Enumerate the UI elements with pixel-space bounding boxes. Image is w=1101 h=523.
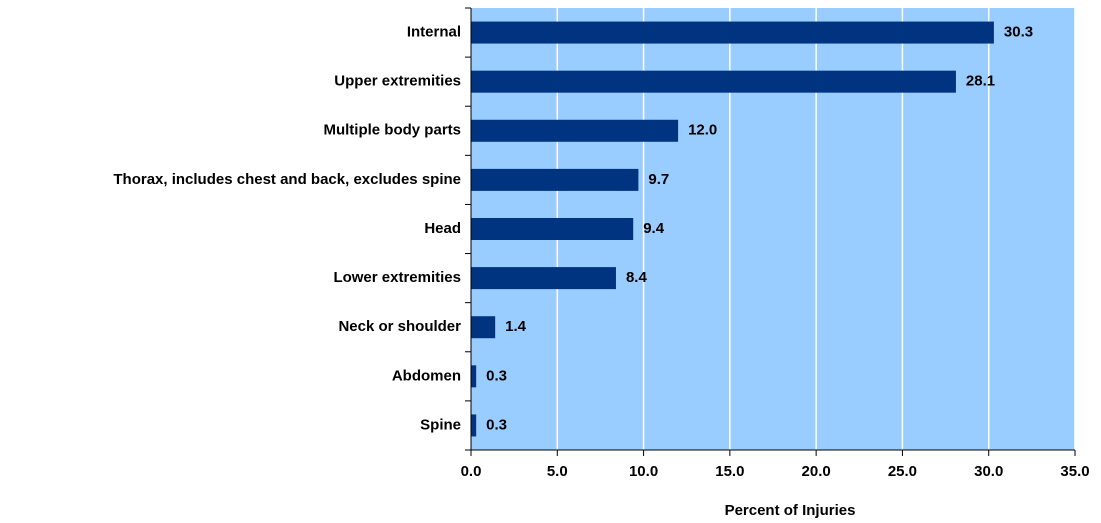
- value-label: 0.3: [486, 416, 507, 433]
- y-tick-label: Upper extremities: [334, 73, 461, 90]
- x-axis-label: Percent of Injuries: [725, 502, 856, 519]
- x-tick-label: 35.0: [1060, 463, 1089, 480]
- x-tick-label: 10.0: [629, 463, 658, 480]
- bar: [471, 168, 639, 191]
- value-label: 30.3: [1004, 24, 1033, 41]
- value-label: 12.0: [688, 122, 717, 139]
- value-label: 28.1: [966, 73, 995, 90]
- y-tick-label: Head: [424, 220, 461, 237]
- bar: [471, 218, 634, 240]
- bar: [471, 70, 956, 93]
- y-tick-label: Neck or shoulder: [338, 318, 461, 335]
- value-label: 9.7: [648, 171, 669, 188]
- bar: [471, 414, 477, 437]
- bar: [471, 21, 994, 44]
- bar: [471, 316, 496, 339]
- y-tick-label: Internal: [407, 24, 461, 41]
- y-tick-label: Thorax, includes chest and back, exclude…: [113, 171, 461, 188]
- bar: [471, 365, 477, 388]
- value-label: 0.3: [486, 367, 507, 384]
- x-tick-label: 0.0: [461, 463, 482, 480]
- y-tick-label: Lower extremities: [333, 269, 461, 286]
- value-label: 9.4: [643, 220, 665, 237]
- x-tick-label: 15.0: [715, 463, 744, 480]
- x-tick-label: 5.0: [547, 463, 568, 480]
- y-tick-label: Multiple body parts: [323, 122, 461, 139]
- y-tick-label: Abdomen: [392, 367, 461, 384]
- x-tick-label: 20.0: [802, 463, 831, 480]
- value-label: 8.4: [626, 269, 648, 286]
- x-tick-label: 25.0: [888, 463, 917, 480]
- bar: [471, 267, 616, 290]
- value-label: 1.4: [505, 318, 527, 335]
- bar: [471, 119, 679, 142]
- x-tick-label: 30.0: [974, 463, 1003, 480]
- y-tick-label: Spine: [420, 416, 461, 433]
